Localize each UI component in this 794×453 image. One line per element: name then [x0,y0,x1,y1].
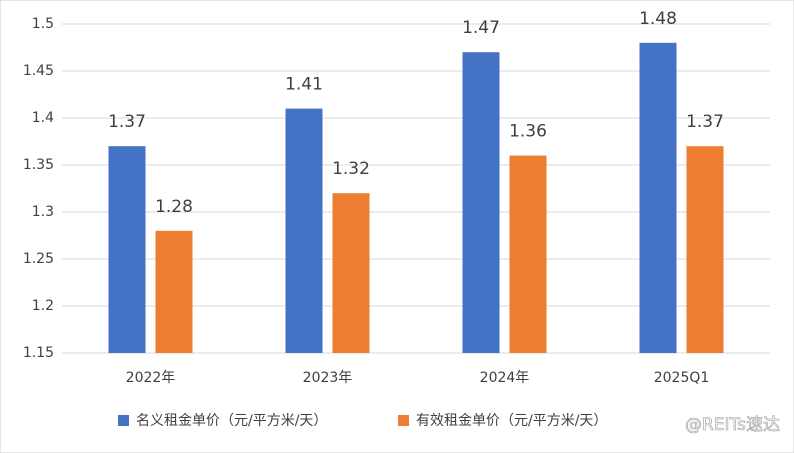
y-tick-label: 1.5 [32,16,54,32]
bar [285,108,323,353]
bar [155,230,193,353]
legend-label: 名义租金单价（元/平方米/天） [136,413,327,429]
bar [332,193,370,353]
x-tick-label: 2023年 [303,370,353,386]
x-tick-label: 2022年 [126,370,176,386]
y-tick-label: 1.2 [32,298,54,314]
y-tick-label: 1.3 [32,204,54,220]
watermark: @REITs速达 [685,415,780,435]
x-tick-label: 2025Q1 [654,370,710,386]
y-tick-label: 1.35 [23,157,54,173]
bar [462,52,500,353]
legend-swatch [118,415,129,426]
x-tick-label: 2024年 [480,370,530,386]
value-label: 1.37 [686,112,724,132]
value-label: 1.37 [108,112,146,132]
bar [639,42,677,354]
y-tick-label: 1.25 [23,251,54,267]
value-label: 1.48 [639,9,677,29]
legend-swatch [398,415,409,426]
y-tick-label: 1.45 [23,63,54,79]
bar [686,146,724,353]
y-tick-label: 1.15 [23,345,54,361]
value-label: 1.47 [462,18,500,38]
value-label: 1.41 [285,75,323,95]
bar [509,155,547,353]
value-label: 1.36 [509,122,547,142]
bar [108,146,146,353]
y-tick-label: 1.4 [32,110,54,126]
value-label: 1.32 [332,159,370,179]
legend-label: 有效租金单价（元/平方米/天） [416,413,607,429]
value-label: 1.28 [155,197,193,217]
